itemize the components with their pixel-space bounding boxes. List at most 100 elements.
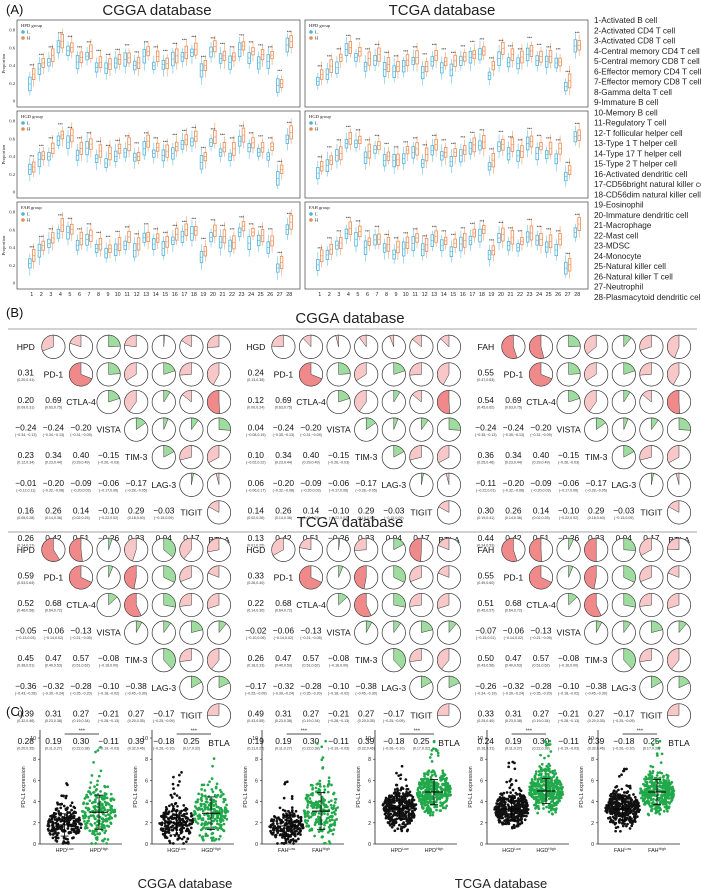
data-point xyxy=(203,794,207,798)
confidence-interval: (0.09,0.31) xyxy=(17,406,34,410)
correlation-value: −0.08 xyxy=(98,653,120,663)
significance: *** xyxy=(268,227,273,232)
pie-slice xyxy=(667,362,680,385)
data-point xyxy=(426,797,430,800)
marker-label: CTLA-4 xyxy=(526,397,556,407)
pie-slice xyxy=(409,362,422,376)
significance: *** xyxy=(182,37,187,42)
data-point xyxy=(290,794,294,798)
correlation-pie xyxy=(179,362,204,387)
data-point xyxy=(216,815,220,818)
data-point xyxy=(98,832,102,835)
data-point xyxy=(52,825,55,829)
significance: *** xyxy=(230,227,235,232)
correlation-value: −0.38 xyxy=(356,681,378,691)
correlation-pie xyxy=(611,537,636,562)
correlation-pie xyxy=(584,389,609,415)
pie-slice xyxy=(207,334,220,348)
correlation-pie xyxy=(151,592,176,618)
significance: *** xyxy=(239,33,244,38)
data-point xyxy=(48,819,52,823)
data-point xyxy=(167,828,171,832)
confidence-interval: (−0.35,−0.20) xyxy=(70,691,92,695)
data-point xyxy=(64,841,68,845)
data-point xyxy=(283,782,287,786)
data-point xyxy=(550,800,553,804)
cell-type-item: 21-Macrophage xyxy=(594,221,652,230)
confidence-interval: (0.32,0.46) xyxy=(17,719,34,723)
y-tick-label: 0.2 xyxy=(9,172,15,177)
correlation-pie xyxy=(151,445,176,470)
data-point xyxy=(421,786,425,790)
pie-slice xyxy=(421,472,424,485)
pie-slice xyxy=(163,565,176,583)
pie-slice xyxy=(393,445,405,458)
pie-slice xyxy=(365,620,373,633)
data-point xyxy=(65,794,68,798)
confidence-interval: (0.29,0.49) xyxy=(72,461,89,465)
data-point xyxy=(405,784,408,788)
pie-slice xyxy=(207,703,220,716)
significance: *** xyxy=(125,134,130,139)
pie-slice xyxy=(448,675,460,689)
significance: *** xyxy=(277,160,282,165)
data-point xyxy=(400,812,404,816)
data-point xyxy=(58,817,61,821)
pie-slice xyxy=(437,703,450,716)
y-axis-label: Proportion xyxy=(1,144,6,164)
cell-type-item: 26-Natural killer T cell xyxy=(594,272,673,281)
significance: *** xyxy=(277,251,282,256)
data-point xyxy=(521,803,525,807)
data-point xyxy=(331,832,335,836)
data-point xyxy=(205,797,208,801)
data-point xyxy=(172,807,175,811)
panel-b-label: (B) xyxy=(6,305,23,320)
correlation-pie xyxy=(326,592,351,618)
correlation-matrix: FAH0.55(0.49,0.60)PD-10.51(0.45,0.57)0.6… xyxy=(475,537,692,751)
confidence-interval: (0.34,0.53) xyxy=(477,544,494,548)
data-point xyxy=(219,820,222,824)
legend-low-text: L xyxy=(315,121,318,126)
data-point xyxy=(178,796,181,799)
correlation-pie xyxy=(96,565,121,590)
data-point xyxy=(316,820,320,824)
data-point xyxy=(311,787,315,790)
significance: *** xyxy=(163,140,168,145)
correlation-pie xyxy=(124,620,149,645)
correlation-value: −0.06 xyxy=(273,626,295,636)
correlation-pie xyxy=(206,389,232,415)
data-point xyxy=(417,796,421,800)
significance: *** xyxy=(403,140,408,145)
data-point xyxy=(318,793,321,796)
data-point xyxy=(72,830,76,833)
cell-type-item: 11-Regulatory T cell xyxy=(594,119,667,128)
correlation-value: 0.69 xyxy=(45,395,62,405)
data-point xyxy=(274,833,278,837)
cell-type-item: 25-Natural killer cell xyxy=(594,262,666,271)
confidence-interval: (0.25,0.40) xyxy=(477,719,494,723)
data-point xyxy=(331,807,335,811)
correlation-pie xyxy=(409,334,434,359)
correlation-value: 0.06 xyxy=(248,478,265,488)
significance: *** xyxy=(375,42,380,47)
pie-slice xyxy=(163,537,176,558)
correlation-pie xyxy=(151,620,176,645)
confidence-interval: (0.29,0.49) xyxy=(302,461,319,465)
cell-type-item: 27-Neutrophil xyxy=(594,283,643,292)
cell-type-item: 1-Activated B cell xyxy=(594,16,657,25)
correlation-value: −0.11 xyxy=(98,736,119,746)
data-point xyxy=(90,824,94,827)
data-point xyxy=(309,815,313,819)
data-point xyxy=(167,826,170,830)
correlation-pie xyxy=(151,537,176,562)
correlation-pie xyxy=(611,648,636,673)
correlation-value: 0.31 xyxy=(275,708,292,718)
significance: *** xyxy=(106,234,111,239)
data-point xyxy=(438,797,442,801)
data-point xyxy=(56,836,60,840)
confidence-interval: (−0.22,0.02) xyxy=(559,516,578,520)
cell-type-item: 18-CD56dim natural killer cell xyxy=(594,190,701,199)
correlation-value: 0.44 xyxy=(478,533,495,543)
correlation-value: −0.10 xyxy=(558,505,580,515)
x-tick-label: 23 xyxy=(239,292,245,298)
